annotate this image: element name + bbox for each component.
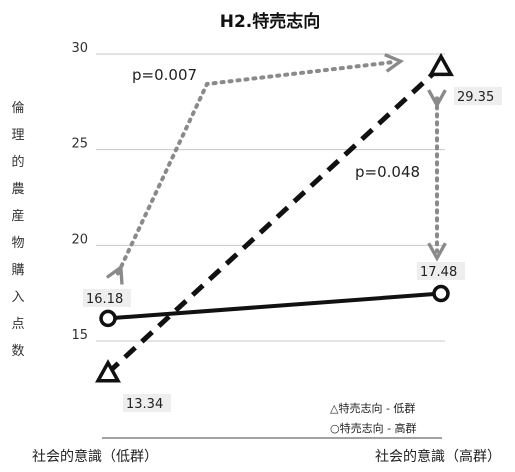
p-value-label: p=0.007 [132, 66, 197, 84]
y-axis-label: 倫理的農産物購入点数 [11, 101, 24, 359]
chart-title: H2.特売志向 [220, 11, 321, 32]
p-value-label: p=0.048 [355, 163, 420, 181]
legend-entry: △特売志向 - 低群 [330, 401, 415, 415]
x-category-label: 社会的意識（低群） [32, 448, 158, 465]
y-tick-label: 20 [71, 232, 88, 247]
y-tick-label: 30 [71, 41, 88, 56]
y-tick-label: 15 [71, 328, 88, 343]
data-label-bg [454, 87, 502, 105]
data-label: 13.34 [126, 397, 163, 412]
series-line-dashed [106, 64, 443, 375]
triangle-marker [428, 52, 454, 77]
legend-entry: ○特売志向 - 高群 [330, 421, 417, 435]
data-label: 16.18 [86, 292, 123, 307]
triangle-marker [95, 359, 121, 383]
data-label-bg [83, 289, 131, 307]
data-label-bg [123, 394, 171, 412]
circle-marker [432, 284, 450, 303]
data-label: 29.35 [457, 90, 494, 105]
x-category-label: 社会的意識（高群） [375, 448, 501, 465]
circle-marker [99, 309, 117, 328]
data-label: 17.48 [420, 265, 457, 280]
p-value-arrow-low [118, 62, 394, 273]
y-tick-label: 25 [71, 137, 88, 152]
data-label-bg [417, 262, 465, 280]
series-line-solid [107, 291, 442, 321]
